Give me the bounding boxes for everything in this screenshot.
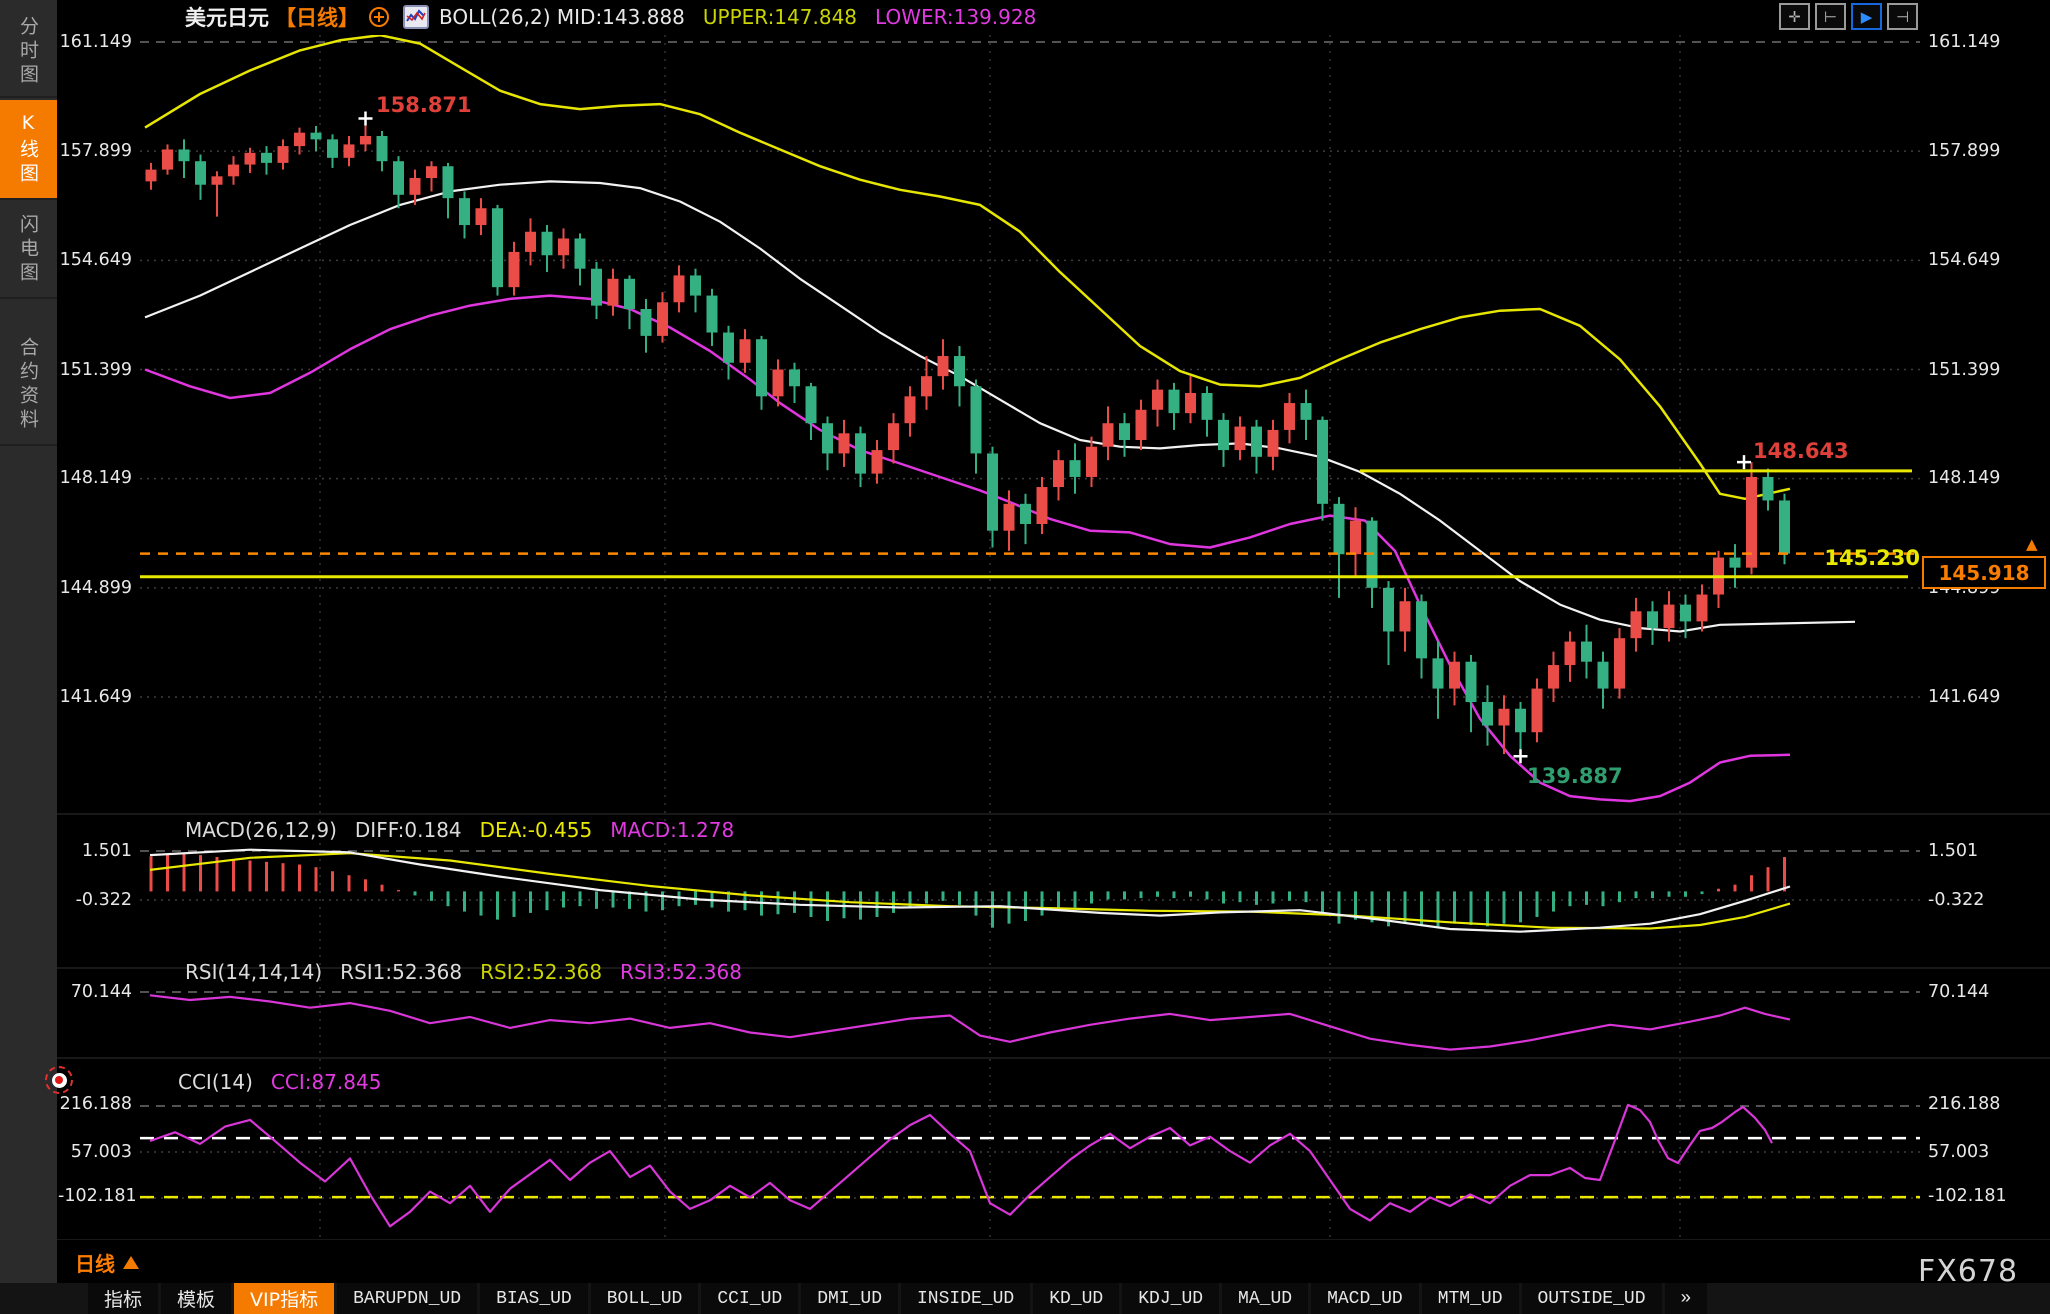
price-axis-label-right: 157.899 bbox=[1928, 141, 2001, 161]
sidebar-item-1[interactable]: K线图 bbox=[0, 100, 57, 200]
macd-header: MACD(26,12,9) DIFF:0.184 DEA:-0.455 MACD… bbox=[185, 818, 734, 842]
triangle-up-icon bbox=[123, 1256, 139, 1269]
rsi3-value: RSI3:52.368 bbox=[620, 960, 742, 984]
cci-header: CCI(14) CCI:87.845 bbox=[178, 1070, 381, 1094]
price-axis-label: 154.649 bbox=[59, 250, 132, 270]
alert-dot-icon[interactable] bbox=[45, 1066, 73, 1094]
price-up-arrow-icon: ▲ bbox=[2026, 535, 2038, 553]
tab-BARUPDN_UD[interactable]: BARUPDN_UD bbox=[337, 1283, 478, 1314]
macd-name: MACD(26,12,9) bbox=[185, 818, 337, 842]
period-selector[interactable]: 日线 bbox=[75, 1248, 139, 1277]
tab-VIP指标[interactable]: VIP指标 bbox=[234, 1283, 335, 1314]
period-selector-label: 日线 bbox=[75, 1252, 115, 1276]
tab-»[interactable]: » bbox=[1664, 1283, 1708, 1314]
axis-scale-icon[interactable]: ⊢ bbox=[1815, 3, 1846, 30]
cci-name: CCI(14) bbox=[178, 1070, 253, 1094]
symbol-title: 美元日元 bbox=[185, 6, 269, 30]
tab-CCI_UD[interactable]: CCI_UD bbox=[701, 1283, 799, 1314]
tab-INSIDE_UD[interactable]: INSIDE_UD bbox=[901, 1283, 1031, 1314]
tab-KDJ_UD[interactable]: KDJ_UD bbox=[1122, 1283, 1220, 1314]
price-axis-label-right: 161.149 bbox=[1928, 32, 2001, 52]
rsi-axis-label-right: 70.144 bbox=[1928, 982, 1990, 1002]
tab-DMI_UD[interactable]: DMI_UD bbox=[801, 1283, 898, 1314]
macd-dea-value: DEA:-0.455 bbox=[479, 818, 593, 842]
x-axis-row bbox=[0, 1240, 2050, 1283]
tab-OUTSIDE_UD[interactable]: OUTSIDE_UD bbox=[1521, 1283, 1662, 1314]
macd-axis-label: -0.322 bbox=[75, 890, 132, 910]
cci-value: CCI:87.845 bbox=[270, 1070, 382, 1094]
price-axis-label: 141.649 bbox=[59, 687, 132, 707]
sidebar-item-2[interactable]: 闪电图 bbox=[0, 203, 57, 299]
macd-axis-label-right: 1.501 bbox=[1928, 841, 1979, 861]
macd-axis-label: 1.501 bbox=[81, 841, 132, 861]
cci-axis-label-right: 57.003 bbox=[1928, 1142, 1990, 1162]
sidebar-item-3[interactable]: 合约资料 bbox=[0, 326, 57, 446]
tab-BIAS_UD[interactable]: BIAS_UD bbox=[480, 1283, 588, 1314]
add-indicator-icon[interactable] bbox=[369, 7, 389, 27]
tab-KD_UD[interactable]: KD_UD bbox=[1033, 1283, 1120, 1314]
macd-macd-value: MACD:1.278 bbox=[610, 818, 735, 842]
recent-high-label: 148.643 bbox=[1753, 439, 1849, 463]
boll-upper-readout: UPPER:147.848 bbox=[702, 5, 858, 29]
tab-指标[interactable]: 指标 bbox=[88, 1283, 159, 1314]
price-axis-label-right: 141.649 bbox=[1928, 687, 2001, 707]
price-axis-label: 161.149 bbox=[59, 32, 132, 52]
rsi2-value: RSI2:52.368 bbox=[480, 960, 603, 984]
sidebar-item-0[interactable]: 分时图 bbox=[0, 8, 57, 98]
rsi-name: RSI(14,14,14) bbox=[185, 960, 323, 984]
rsi1-value: RSI1:52.368 bbox=[340, 960, 463, 984]
rsi-header: RSI(14,14,14) RSI1:52.368 RSI2:52.368 RS… bbox=[185, 960, 742, 984]
auto-scroll-icon[interactable]: ▶ bbox=[1851, 3, 1882, 30]
current-price-box: 145.918 bbox=[1922, 556, 2046, 589]
cci-axis-label-right: -102.181 bbox=[1928, 1186, 2007, 1206]
swing-low-label: 139.887 bbox=[1527, 764, 1623, 788]
period-label: 【日线】 bbox=[275, 6, 359, 30]
cci-axis-label: -102.181 bbox=[58, 1186, 137, 1206]
macd-diff-value: DIFF:0.184 bbox=[354, 818, 462, 842]
boll-lower-readout: LOWER:139.928 bbox=[875, 5, 1037, 29]
price-axis-label-right: 151.399 bbox=[1928, 360, 2001, 380]
tab-MA_UD[interactable]: MA_UD bbox=[1222, 1283, 1309, 1314]
price-axis-label: 148.149 bbox=[59, 468, 132, 488]
price-axis-label: 157.899 bbox=[59, 141, 132, 161]
price-axis-label: 151.399 bbox=[59, 360, 132, 380]
cci-axis-label: 216.188 bbox=[59, 1094, 132, 1114]
tab-模板[interactable]: 模板 bbox=[161, 1283, 232, 1314]
chart-toolbar: ✛ ⊢ ▶ ⊣ bbox=[1779, 3, 1918, 30]
tab-BOLL_UD[interactable]: BOLL_UD bbox=[590, 1283, 699, 1314]
tab-MTM_UD[interactable]: MTM_UD bbox=[1421, 1283, 1519, 1314]
price-axis-label-right: 148.149 bbox=[1928, 468, 2001, 488]
cci-axis-label-right: 216.188 bbox=[1928, 1094, 2001, 1114]
price-axis-label-right: 154.649 bbox=[1928, 250, 2001, 270]
tab-MACD_UD[interactable]: MACD_UD bbox=[1311, 1283, 1419, 1314]
chart-style-icon[interactable] bbox=[403, 5, 429, 29]
rsi-axis-label: 70.144 bbox=[70, 982, 132, 1002]
cci-axis-label: 57.003 bbox=[70, 1142, 132, 1162]
header-bar: 美元日元 【日线】 BOLL(26,2) MID:143.888 UPPER:1… bbox=[57, 0, 2050, 34]
swing-high-label: 158.871 bbox=[376, 93, 472, 117]
pan-icon[interactable]: ✛ bbox=[1779, 3, 1810, 30]
chart-type-sidebar: 分时图 K线图 闪电图合约资料 bbox=[0, 0, 57, 1283]
macd-axis-label-right: -0.322 bbox=[1928, 890, 1985, 910]
support-price-label: 145.230 bbox=[1824, 546, 1920, 570]
indicator-tab-bar: 指标 模板 VIP指标 BARUPDN_UD BIAS_UD BOLL_UD CCI_UD D… bbox=[0, 1283, 2050, 1314]
shift-right-icon[interactable]: ⊣ bbox=[1887, 3, 1918, 30]
boll-mid-readout: BOLL(26,2) MID:143.888 bbox=[439, 5, 685, 29]
price-axis-label: 144.899 bbox=[59, 578, 132, 598]
